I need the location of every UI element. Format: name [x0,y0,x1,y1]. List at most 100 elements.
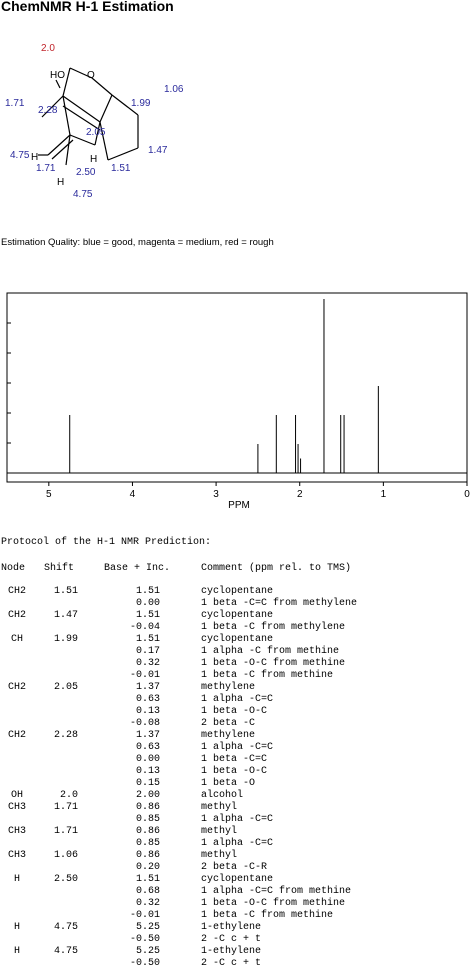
row-base: 0.20 [135,862,160,873]
atom-h-2: H [57,177,64,188]
row-base: -0.01 [129,670,160,681]
spectrum-y-ticks [7,292,11,474]
row-base: 0.15 [135,778,160,789]
table-row: CH3 1.71 0.86 methyl [0,802,474,814]
row-shift: 4.75 [53,946,78,957]
table-row: 0.63 1 alpha -C=C [0,694,474,706]
row-base: 1.51 [135,634,160,645]
row-shift: 1.71 [53,802,78,813]
row-comment: cyclopentane [201,610,274,621]
shift-label: 1.06 [164,84,184,95]
row-comment: cyclopentane [201,634,274,645]
table-row: H 4.75 5.25 1-ethylene [0,946,474,958]
shift-label: 1.71 [36,163,56,174]
row-base: 0.63 [135,742,160,753]
row-comment: 1 beta -C=C from methylene [201,598,358,609]
row-base: 0.00 [135,754,160,765]
row-comment: methyl [201,802,238,813]
table-row: CH2 1.51 1.51 cyclopentane [0,586,474,598]
table-row: H 2.50 1.51 cyclopentane [0,874,474,886]
row-comment: 1 beta -C from methine [201,670,334,681]
row-shift: 1.06 [53,850,78,861]
row-comment: methyl [201,850,238,861]
table-row: 0.85 1 alpha -C=C [0,838,474,850]
row-node: H [13,946,20,957]
shift-label: 1.51 [111,163,131,174]
row-node: H [13,922,20,933]
table-row: CH 1.99 1.51 cyclopentane [0,634,474,646]
x-tick-label: 0 [464,489,470,500]
table-row: CH3 1.71 0.86 methyl [0,826,474,838]
row-comment: 2 beta -C-R [201,862,268,873]
row-comment: 1 beta -C=C [201,754,268,765]
x-tick-label: 5 [46,489,52,500]
shift-label: 1.71 [5,98,25,109]
row-node: OH [10,790,23,801]
row-shift: 2.0 [59,790,78,801]
row-base: 0.32 [135,898,160,909]
row-comment: cyclopentane [201,586,274,597]
atom-h-3: H [31,152,38,163]
row-base: 2.00 [135,790,160,801]
row-shift: 4.75 [53,922,78,933]
row-node: CH3 [7,826,26,837]
atom-o: O [87,70,95,81]
row-base: 1.51 [135,586,160,597]
table-row: 0.85 1 alpha -C=C [0,814,474,826]
header-shift: Shift [44,563,75,574]
row-shift: 2.05 [53,682,78,693]
shift-label: 4.75 [10,150,30,161]
row-node: CH [10,634,23,645]
atom-ho: HO [50,70,65,81]
table-row: 0.15 1 beta -O [0,778,474,790]
row-comment: 1 alpha -C=C [201,814,274,825]
x-tick-label: 4 [130,489,136,500]
protocol-title: Protocol of the H-1 NMR Prediction: [1,537,212,548]
x-tick-label: 1 [381,489,387,500]
row-base: -0.50 [129,958,160,969]
row-comment: 1 alpha -C from methine [201,646,340,657]
table-row: 0.13 1 beta -O-C [0,766,474,778]
nmr-spectrum-chart: 5 4 3 2 1 0 PPM [6,292,470,511]
table-row: 0.32 1 beta -O-C from methine [0,658,474,670]
row-base: 0.17 [135,646,160,657]
row-shift: 1.99 [53,634,78,645]
header-base: Base + Inc. [104,563,171,574]
row-comment: 1 alpha -C=C [201,838,274,849]
estimation-quality-legend: Estimation Quality: blue = good, magenta… [1,237,274,248]
row-comment: 1 beta -O-C [201,766,268,777]
row-base: -0.04 [129,622,160,633]
row-shift: 1.47 [53,610,78,621]
row-base: 0.86 [135,826,160,837]
row-comment: 1 alpha -C=C [201,694,274,705]
row-comment: 1 alpha -C=C from methine [201,886,352,897]
row-base: 0.86 [135,850,160,861]
row-node: CH3 [7,850,26,861]
table-row: -0.01 1 beta -C from methine [0,670,474,682]
table-row: OH 2.0 2.00 alcohol [0,790,474,802]
table-row: -0.50 2 -C c + t [0,934,474,946]
row-base: 0.13 [135,706,160,717]
protocol-header: Node Shift Base + Inc. Comment (ppm rel.… [0,562,474,575]
row-shift: 2.50 [53,874,78,885]
row-comment: cyclopentane [201,874,274,885]
row-node: CH2 [7,730,26,741]
table-row: CH2 1.47 1.51 cyclopentane [0,610,474,622]
row-comment: 1 beta -O-C [201,706,268,717]
table-row: -0.01 1 beta -C from methine [0,910,474,922]
header-node: Node [1,563,26,574]
row-base: 5.25 [135,922,160,933]
row-base: 0.85 [135,838,160,849]
row-comment: 1 beta -O-C from methine [201,898,346,909]
row-node: H [13,874,20,885]
shift-label: 1.99 [131,98,151,109]
shift-label: 2.50 [76,167,96,178]
row-comment: alcohol [201,790,244,801]
row-shift: 1.51 [53,586,78,597]
shift-label: 2.05 [86,127,106,138]
table-row: -0.50 2 -C c + t [0,958,474,970]
shift-label: 2.0 [41,43,55,54]
page-title: ChemNMR H-1 Estimation [1,0,174,14]
table-row: 0.17 1 alpha -C from methine [0,646,474,658]
x-axis-label: PPM [228,500,250,511]
